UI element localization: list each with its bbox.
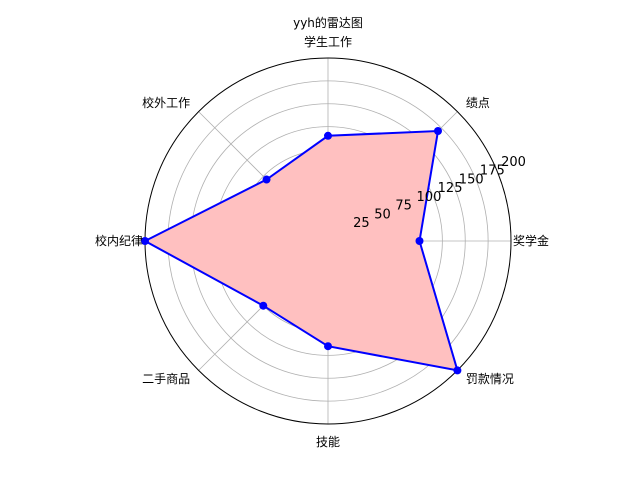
radial-tick-75: 75 bbox=[395, 199, 412, 214]
series-area bbox=[145, 131, 458, 371]
radial-tick-200: 200 bbox=[501, 155, 526, 170]
data-point-1 bbox=[433, 127, 442, 136]
category-label-2: 学生工作 bbox=[304, 34, 352, 49]
data-point-6 bbox=[324, 342, 332, 351]
category-label-6: 技能 bbox=[316, 435, 340, 449]
radial-tick-25: 25 bbox=[353, 216, 370, 231]
data-series bbox=[141, 127, 462, 375]
data-point-5 bbox=[259, 301, 268, 310]
data-point-2 bbox=[324, 131, 332, 140]
data-point-0 bbox=[415, 237, 424, 245]
category-label-7: 罚款情况 bbox=[466, 372, 514, 386]
data-point-7 bbox=[453, 366, 462, 375]
category-label-5: 二手商品 bbox=[142, 371, 190, 386]
radial-tick-175: 175 bbox=[480, 164, 505, 179]
data-point-3 bbox=[262, 175, 271, 184]
radial-tick-150: 150 bbox=[459, 172, 484, 187]
radial-tick-125: 125 bbox=[438, 181, 463, 196]
radial-tick-50: 50 bbox=[374, 207, 391, 222]
category-label-4: 校内纪律 bbox=[95, 233, 143, 248]
category-label-3: 校外工作 bbox=[142, 95, 190, 110]
chart-title: yyh的雷达图 bbox=[293, 15, 363, 30]
category-label-1: 绩点 bbox=[466, 96, 490, 110]
radial-tick-100: 100 bbox=[417, 190, 442, 205]
category-label-0: 奖学金 bbox=[513, 233, 549, 248]
data-point-4 bbox=[141, 237, 149, 245]
